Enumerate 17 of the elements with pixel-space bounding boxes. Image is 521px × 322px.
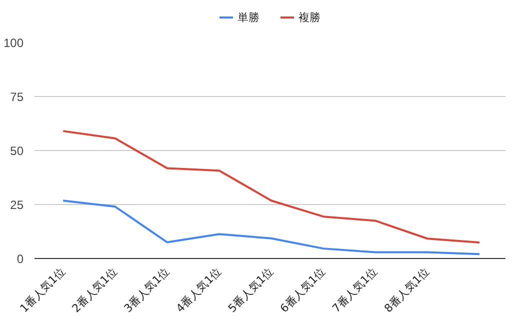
line-series [62,130,480,244]
legend-label: 複勝 [298,10,320,24]
y-tick-label: 75 [10,90,24,104]
x-tick-label: 6番人気1位 [278,264,328,316]
y-tick-label: 25 [10,198,24,212]
x-tick-label: 7番人気1位 [330,264,380,316]
line-series [62,200,480,256]
y-tick-label: 50 [10,144,24,158]
x-tick-label: 2番人気1位 [70,264,120,316]
x-tick-label: 1番人気1位 [18,264,68,316]
x-tick-label: 3番人気1位 [122,264,172,316]
y-tick-label: 100 [3,36,24,50]
x-tick-label: 4番人気1位 [174,264,224,316]
y-tick-label: 0 [16,252,24,266]
x-tick-label: 8番人気1位 [382,264,432,316]
x-tick-label: 5番人気1位 [226,264,276,316]
legend-label: 単勝 [238,10,260,24]
